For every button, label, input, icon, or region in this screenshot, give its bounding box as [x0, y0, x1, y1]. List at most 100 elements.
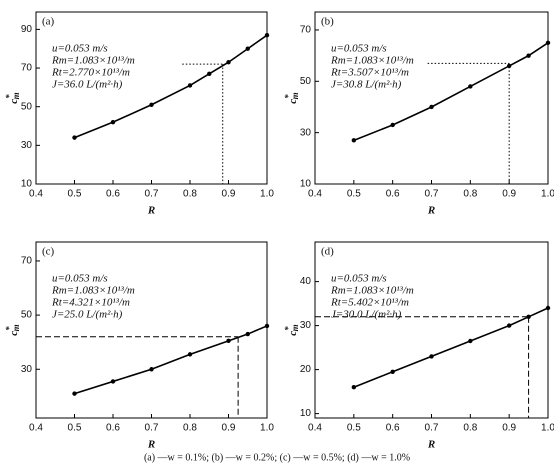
data-point	[149, 102, 154, 107]
x-tick-label: 0.9	[222, 189, 236, 200]
panel: 0.4 0.5 0.6 0.7 0.8 0.9 1.0 10 30 50 70 Rc*m (b) u=0.…	[283, 11, 554, 217]
panel: 0.4 0.5 0.6 0.7 0.8 0.9 1.0 10 30 50 70 90 Rc*m (a) u=…	[4, 11, 274, 217]
x-axis-label: R	[147, 205, 155, 217]
panel-label: (d)	[321, 246, 334, 258]
x-tick-label: 0.7	[425, 189, 439, 200]
y-tick-label: 70	[21, 256, 33, 267]
data-point	[264, 323, 270, 329]
annotation: u=0.053 m/s	[331, 273, 387, 285]
annotation: u=0.053 m/s	[52, 43, 108, 55]
y-axis-label-part: *	[283, 326, 293, 331]
annotation: Rm=1.083×10¹³/m	[51, 55, 135, 67]
data-point	[187, 352, 193, 357]
y-axis-label-part: c	[8, 99, 20, 104]
x-tick-label: 0.4	[308, 189, 322, 200]
data-point	[429, 354, 434, 359]
data-point	[149, 367, 154, 372]
y-axis-label-part: c	[8, 331, 20, 336]
x-axis-label: R	[147, 439, 155, 451]
annotation: Rt=3.507×10¹³/m	[330, 67, 409, 79]
x-axis-label: R	[427, 205, 435, 217]
annotation: u=0.053 m/s	[52, 273, 108, 285]
y-tick-label: 50	[21, 310, 33, 321]
x-tick-label: 0.6	[106, 189, 120, 200]
y-axis-label-part: *	[4, 94, 14, 99]
y-tick-label: 90	[21, 24, 33, 35]
data-point	[226, 60, 231, 65]
y-axis-label-part: m	[11, 324, 21, 331]
x-tick-label: 0.5	[68, 423, 82, 434]
y-tick-label: 30	[21, 364, 33, 375]
y-axis-label-part: m	[290, 324, 300, 331]
y-tick-label: 30	[21, 140, 33, 151]
annotation: J=25.0 L/(m²·h)	[52, 309, 123, 321]
x-tick-label: 0.8	[183, 423, 197, 434]
data-point	[264, 32, 270, 38]
data-point	[187, 83, 193, 88]
x-tick-label: 0.7	[145, 423, 159, 434]
data-point	[245, 331, 250, 337]
data-point	[72, 135, 77, 140]
x-tick-label: 0.8	[463, 189, 477, 200]
x-tick-label: 1.0	[260, 423, 274, 434]
y-axis-label-part: m	[11, 92, 21, 99]
annotation: J=30.0 L/(m²·h)	[331, 309, 402, 321]
y-tick-label: 30	[300, 320, 312, 331]
plot-frame	[314, 11, 549, 185]
panel-label: (c)	[42, 246, 55, 258]
y-tick-label: 40	[300, 276, 312, 287]
y-axis-label: c*m	[283, 92, 300, 103]
y-tick-label: 70	[21, 63, 33, 74]
data-point	[245, 46, 250, 51]
y-axis-label-part: c	[287, 99, 299, 104]
data-point	[390, 369, 395, 374]
y-tick-label: 10	[21, 179, 33, 190]
data-point	[390, 122, 395, 128]
annotation: Rm=1.083×10¹³/m	[51, 285, 135, 297]
data-point	[506, 323, 512, 328]
annotation: Rm=1.083×10¹³/m	[330, 285, 414, 297]
annotation: J=36.0 L/(m²·h)	[52, 79, 123, 91]
y-axis-label: c*m	[4, 92, 21, 103]
data-point	[226, 338, 231, 344]
y-tick-label: 10	[300, 179, 312, 190]
x-tick-label: 0.9	[502, 423, 516, 434]
x-tick-label: 1.0	[260, 189, 274, 200]
x-tick-label: 0.4	[308, 423, 322, 434]
annotation: Rt=2.770×10¹³/m	[51, 67, 130, 79]
x-tick-label: 0.9	[502, 189, 516, 200]
data-point	[545, 40, 551, 46]
x-tick-label: 0.6	[106, 423, 120, 434]
data-point	[110, 119, 116, 125]
y-axis-label: c*m	[4, 324, 21, 335]
y-tick-label: 10	[300, 408, 312, 419]
caption: (a) —w = 0.1%; (b) —w = 0.2%; (c) —w = 0…	[144, 452, 410, 463]
data-point	[526, 314, 531, 319]
x-tick-label: 0.4	[29, 423, 43, 434]
annotation: Rt=5.402×10¹³/m	[330, 297, 409, 309]
y-tick-label: 70	[300, 25, 312, 36]
data-point	[110, 379, 116, 384]
data-point	[351, 385, 357, 390]
x-tick-label: 0.9	[222, 423, 236, 434]
x-tick-label: 0.4	[29, 189, 43, 200]
data-point	[351, 138, 357, 143]
annotation: Rm=1.083×10¹³/m	[330, 55, 414, 67]
x-tick-label: 0.7	[145, 189, 159, 200]
x-tick-label: 0.7	[425, 423, 439, 434]
x-tick-label: 0.5	[347, 189, 361, 200]
x-tick-label: 0.6	[386, 189, 400, 200]
panel-label: (a)	[42, 16, 55, 28]
plot-frame	[35, 11, 268, 185]
data-point	[429, 104, 434, 110]
panel: 0.4 0.5 0.6 0.7 0.8 0.9 1.0 10 20 30 40 Rc*m (d) u=0.…	[283, 241, 554, 451]
annotation: J=30.8 L/(m²·h)	[331, 79, 402, 91]
data-point	[545, 305, 551, 311]
x-tick-label: 0.5	[68, 189, 82, 200]
x-tick-label: 0.8	[183, 189, 197, 200]
data-point	[468, 338, 473, 344]
data-point	[207, 71, 212, 77]
panel: 0.4 0.5 0.6 0.7 0.8 0.9 1.0 30 50 70 Rc*m (c) u=0.05…	[4, 241, 274, 451]
panel-label: (b)	[321, 16, 334, 28]
